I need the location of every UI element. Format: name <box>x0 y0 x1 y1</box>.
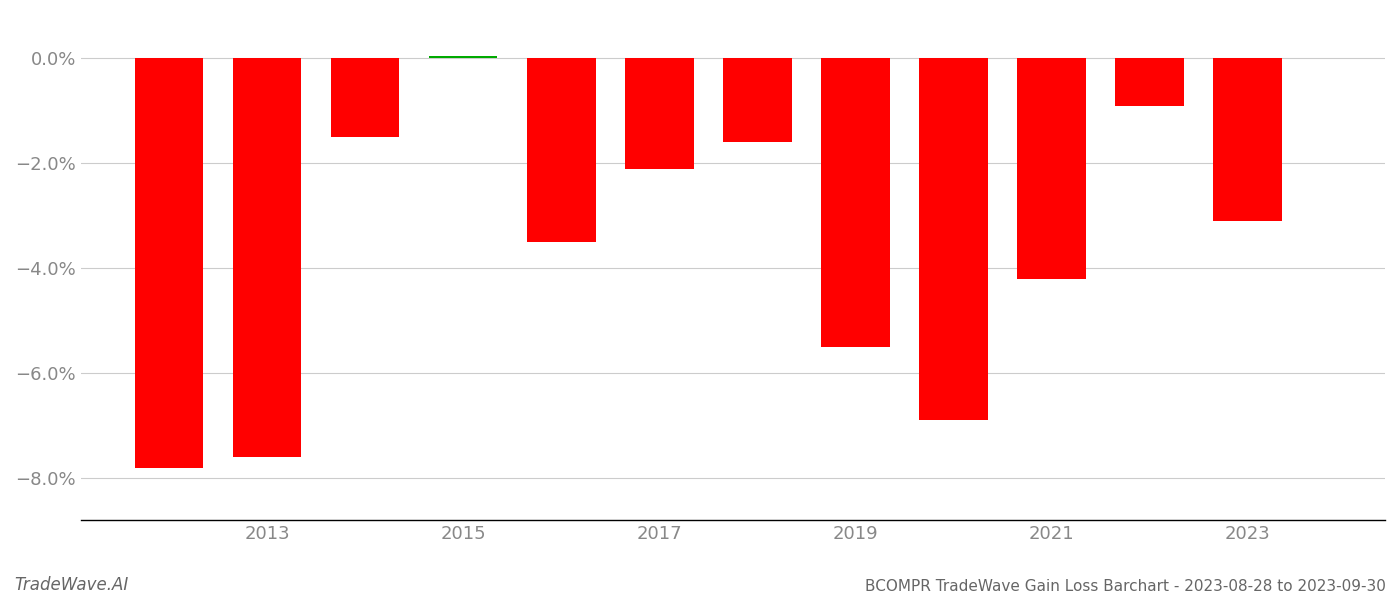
Bar <box>232 58 301 457</box>
Text: BCOMPR TradeWave Gain Loss Barchart - 2023-08-28 to 2023-09-30: BCOMPR TradeWave Gain Loss Barchart - 20… <box>865 579 1386 594</box>
Bar <box>526 58 595 242</box>
Bar <box>920 58 988 421</box>
Bar <box>330 58 399 137</box>
Bar <box>1116 58 1184 106</box>
Bar <box>1214 58 1282 221</box>
Bar <box>624 58 693 169</box>
Bar <box>722 58 791 142</box>
Bar <box>428 56 497 58</box>
Bar <box>1018 58 1086 279</box>
Bar <box>134 58 203 467</box>
Bar <box>820 58 890 347</box>
Text: TradeWave.AI: TradeWave.AI <box>14 576 129 594</box>
